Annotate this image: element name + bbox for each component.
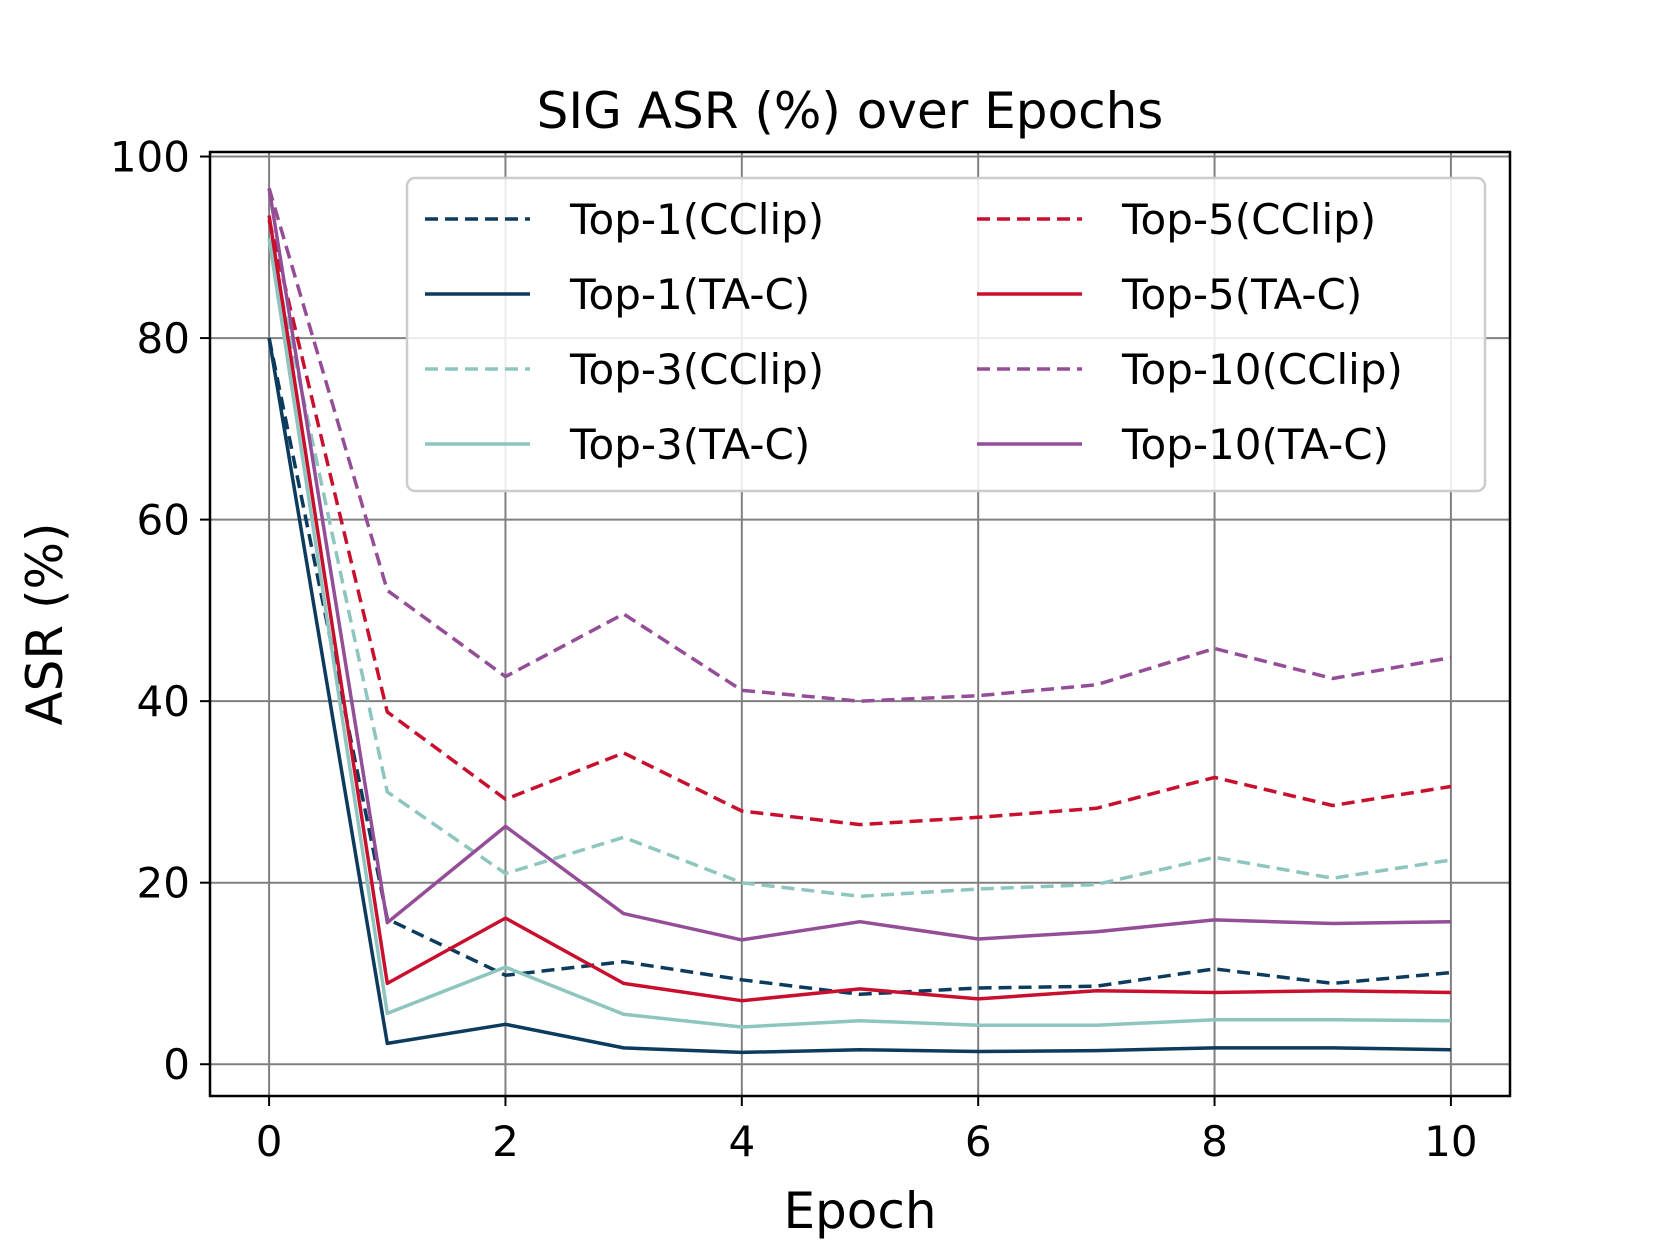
y-tick-label: 100 [110, 133, 190, 182]
legend-label: Top-3(CClip) [569, 345, 824, 394]
legend: Top-1(CClip) Top-1(TA-C) Top-3(CClip) Top-3… [405, 176, 1487, 493]
plot-frame [208, 150, 1512, 1098]
series-line-top-5-ta-c [267, 215, 1451, 1003]
legend-label: Top-5(CClip) [1121, 195, 1376, 244]
x-tick-label: 2 [492, 1117, 519, 1166]
legend-label: Top-1(TA-C) [569, 270, 810, 319]
legend-label: Top-10(TA-C) [1121, 420, 1389, 469]
legend-label: Top-5(TA-C) [1121, 270, 1362, 319]
x-tick-label: 6 [965, 1117, 992, 1166]
x-axis-label: Epoch [783, 1182, 936, 1240]
y-tick-label: 80 [137, 314, 190, 363]
chart-title: SIG ASR (%) over Epochs [537, 82, 1164, 140]
y-tick-label: 20 [137, 859, 190, 908]
x-axis-ticks: 0 2 4 6 8 10 [256, 1096, 1478, 1166]
legend-label: Top-1(CClip) [569, 195, 824, 244]
legend-label: Top-3(TA-C) [569, 420, 810, 469]
legend-box [405, 176, 1487, 493]
x-tick-label: 8 [1201, 1117, 1228, 1166]
x-tick-label: 4 [728, 1117, 755, 1166]
series-line-top-5-cclip [267, 219, 1452, 827]
x-tick-label: 0 [256, 1117, 283, 1166]
series-line-top-1-cclip [267, 337, 1452, 997]
y-tick-label: 40 [137, 677, 190, 726]
series-line-top-3-cclip [267, 237, 1452, 899]
series-line-top-10-ta-c [267, 188, 1451, 942]
x-tick-label: 10 [1424, 1117, 1477, 1166]
y-tick-label: 0 [163, 1040, 190, 1089]
y-axis-label: ASR (%) [16, 522, 74, 725]
legend-label: Top-10(CClip) [1121, 345, 1403, 394]
series-lines [267, 187, 1452, 1055]
y-axis-ticks: 0 20 40 60 80 100 [110, 133, 210, 1089]
y-tick-label: 60 [137, 496, 190, 545]
series-line-top-1-ta-c [267, 337, 1451, 1055]
series-line-top-3-ta-c [267, 237, 1451, 1029]
